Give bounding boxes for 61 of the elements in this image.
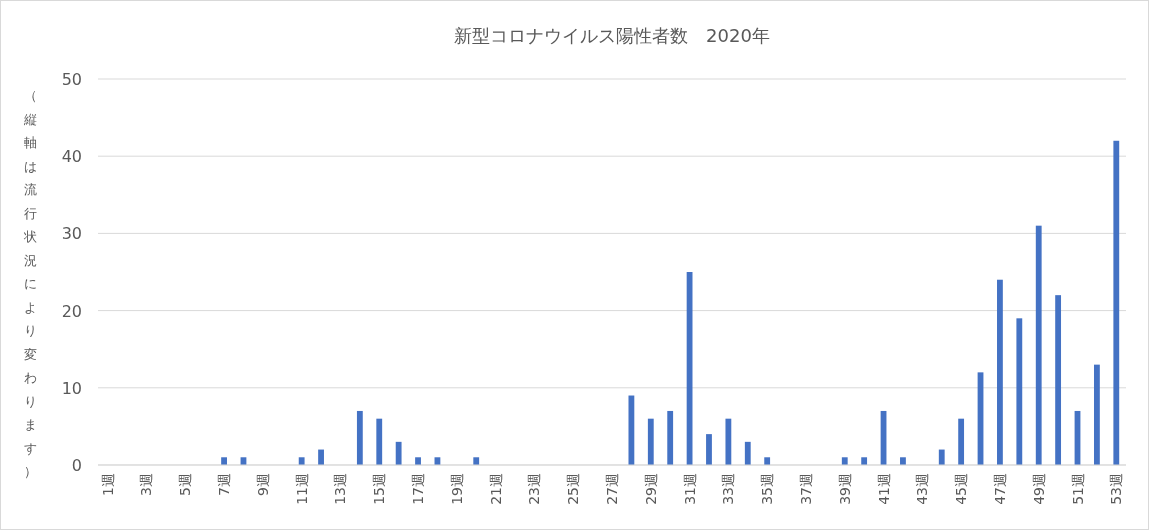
x-tick-label: 17週 <box>410 473 427 505</box>
bar <box>221 457 227 465</box>
x-tick-label: 51週 <box>1069 473 1086 505</box>
y-tick-label: 30 <box>61 224 82 244</box>
bar <box>473 457 480 465</box>
x-tick-label: 27週 <box>604 473 620 505</box>
bar <box>997 279 1003 465</box>
text: （縦軸は流行状況により変わります） <box>23 88 37 479</box>
x-tick-label: 29週 <box>642 473 659 505</box>
y-tick-label: 40 <box>61 147 82 167</box>
bar <box>415 457 421 465</box>
bar <box>706 434 712 465</box>
bar <box>376 418 383 465</box>
bar <box>764 457 771 465</box>
x-tick-label: 3週 <box>138 473 155 496</box>
x-tick-label: 19週 <box>448 473 465 505</box>
chart-title: 新型コロナウイルス陽性者数 2020年 <box>454 25 770 46</box>
x-tick-label: 23週 <box>526 473 543 505</box>
x-tick-label: 15週 <box>371 473 388 505</box>
bar <box>1055 295 1062 465</box>
bar <box>938 449 945 465</box>
x-tick-label: 37週 <box>797 473 814 505</box>
bar <box>1113 140 1120 465</box>
x-tick-label: 53週 <box>1108 473 1125 505</box>
y-tick-label: 50 <box>61 70 82 89</box>
bar <box>725 418 732 465</box>
x-tick-label: 47週 <box>991 473 1008 505</box>
x-tick-label: 49週 <box>1030 473 1047 505</box>
bar <box>1094 364 1100 465</box>
y-tick-label: 10 <box>61 378 82 398</box>
x-tick-label: 25週 <box>565 473 582 505</box>
x-tick-label: 43週 <box>914 473 931 505</box>
x-tick-label: 9週 <box>254 473 271 496</box>
x-tick-label: 11週 <box>293 473 310 505</box>
bar <box>667 410 674 465</box>
x-tick-label: 31週 <box>681 473 698 505</box>
bar <box>841 457 848 465</box>
x-tick-label: 39週 <box>836 473 853 505</box>
x-tick-label: 41週 <box>875 473 892 505</box>
bar <box>1016 318 1023 465</box>
bar <box>861 457 868 465</box>
x-tick-label: 13週 <box>332 473 349 505</box>
bar <box>900 457 906 465</box>
bar <box>298 457 305 465</box>
bar <box>356 410 363 465</box>
x-tick-label: 33週 <box>720 473 737 505</box>
y-tick-label: 20 <box>61 301 82 321</box>
x-tick-label: 5週 <box>177 473 194 496</box>
x-tick-label: 35週 <box>759 473 776 505</box>
bar <box>395 441 402 465</box>
bar <box>647 418 654 465</box>
bar <box>958 418 965 465</box>
x-tick-label: 21週 <box>487 473 504 505</box>
bar <box>628 395 635 465</box>
bar <box>318 449 324 465</box>
bar <box>1035 225 1042 465</box>
bar <box>744 441 751 465</box>
x-tick-label: 1週 <box>99 473 116 496</box>
y-tick-label: 0 <box>71 456 82 475</box>
x-tick-label: 7週 <box>216 473 233 496</box>
x-tick-label: 45週 <box>953 473 970 505</box>
